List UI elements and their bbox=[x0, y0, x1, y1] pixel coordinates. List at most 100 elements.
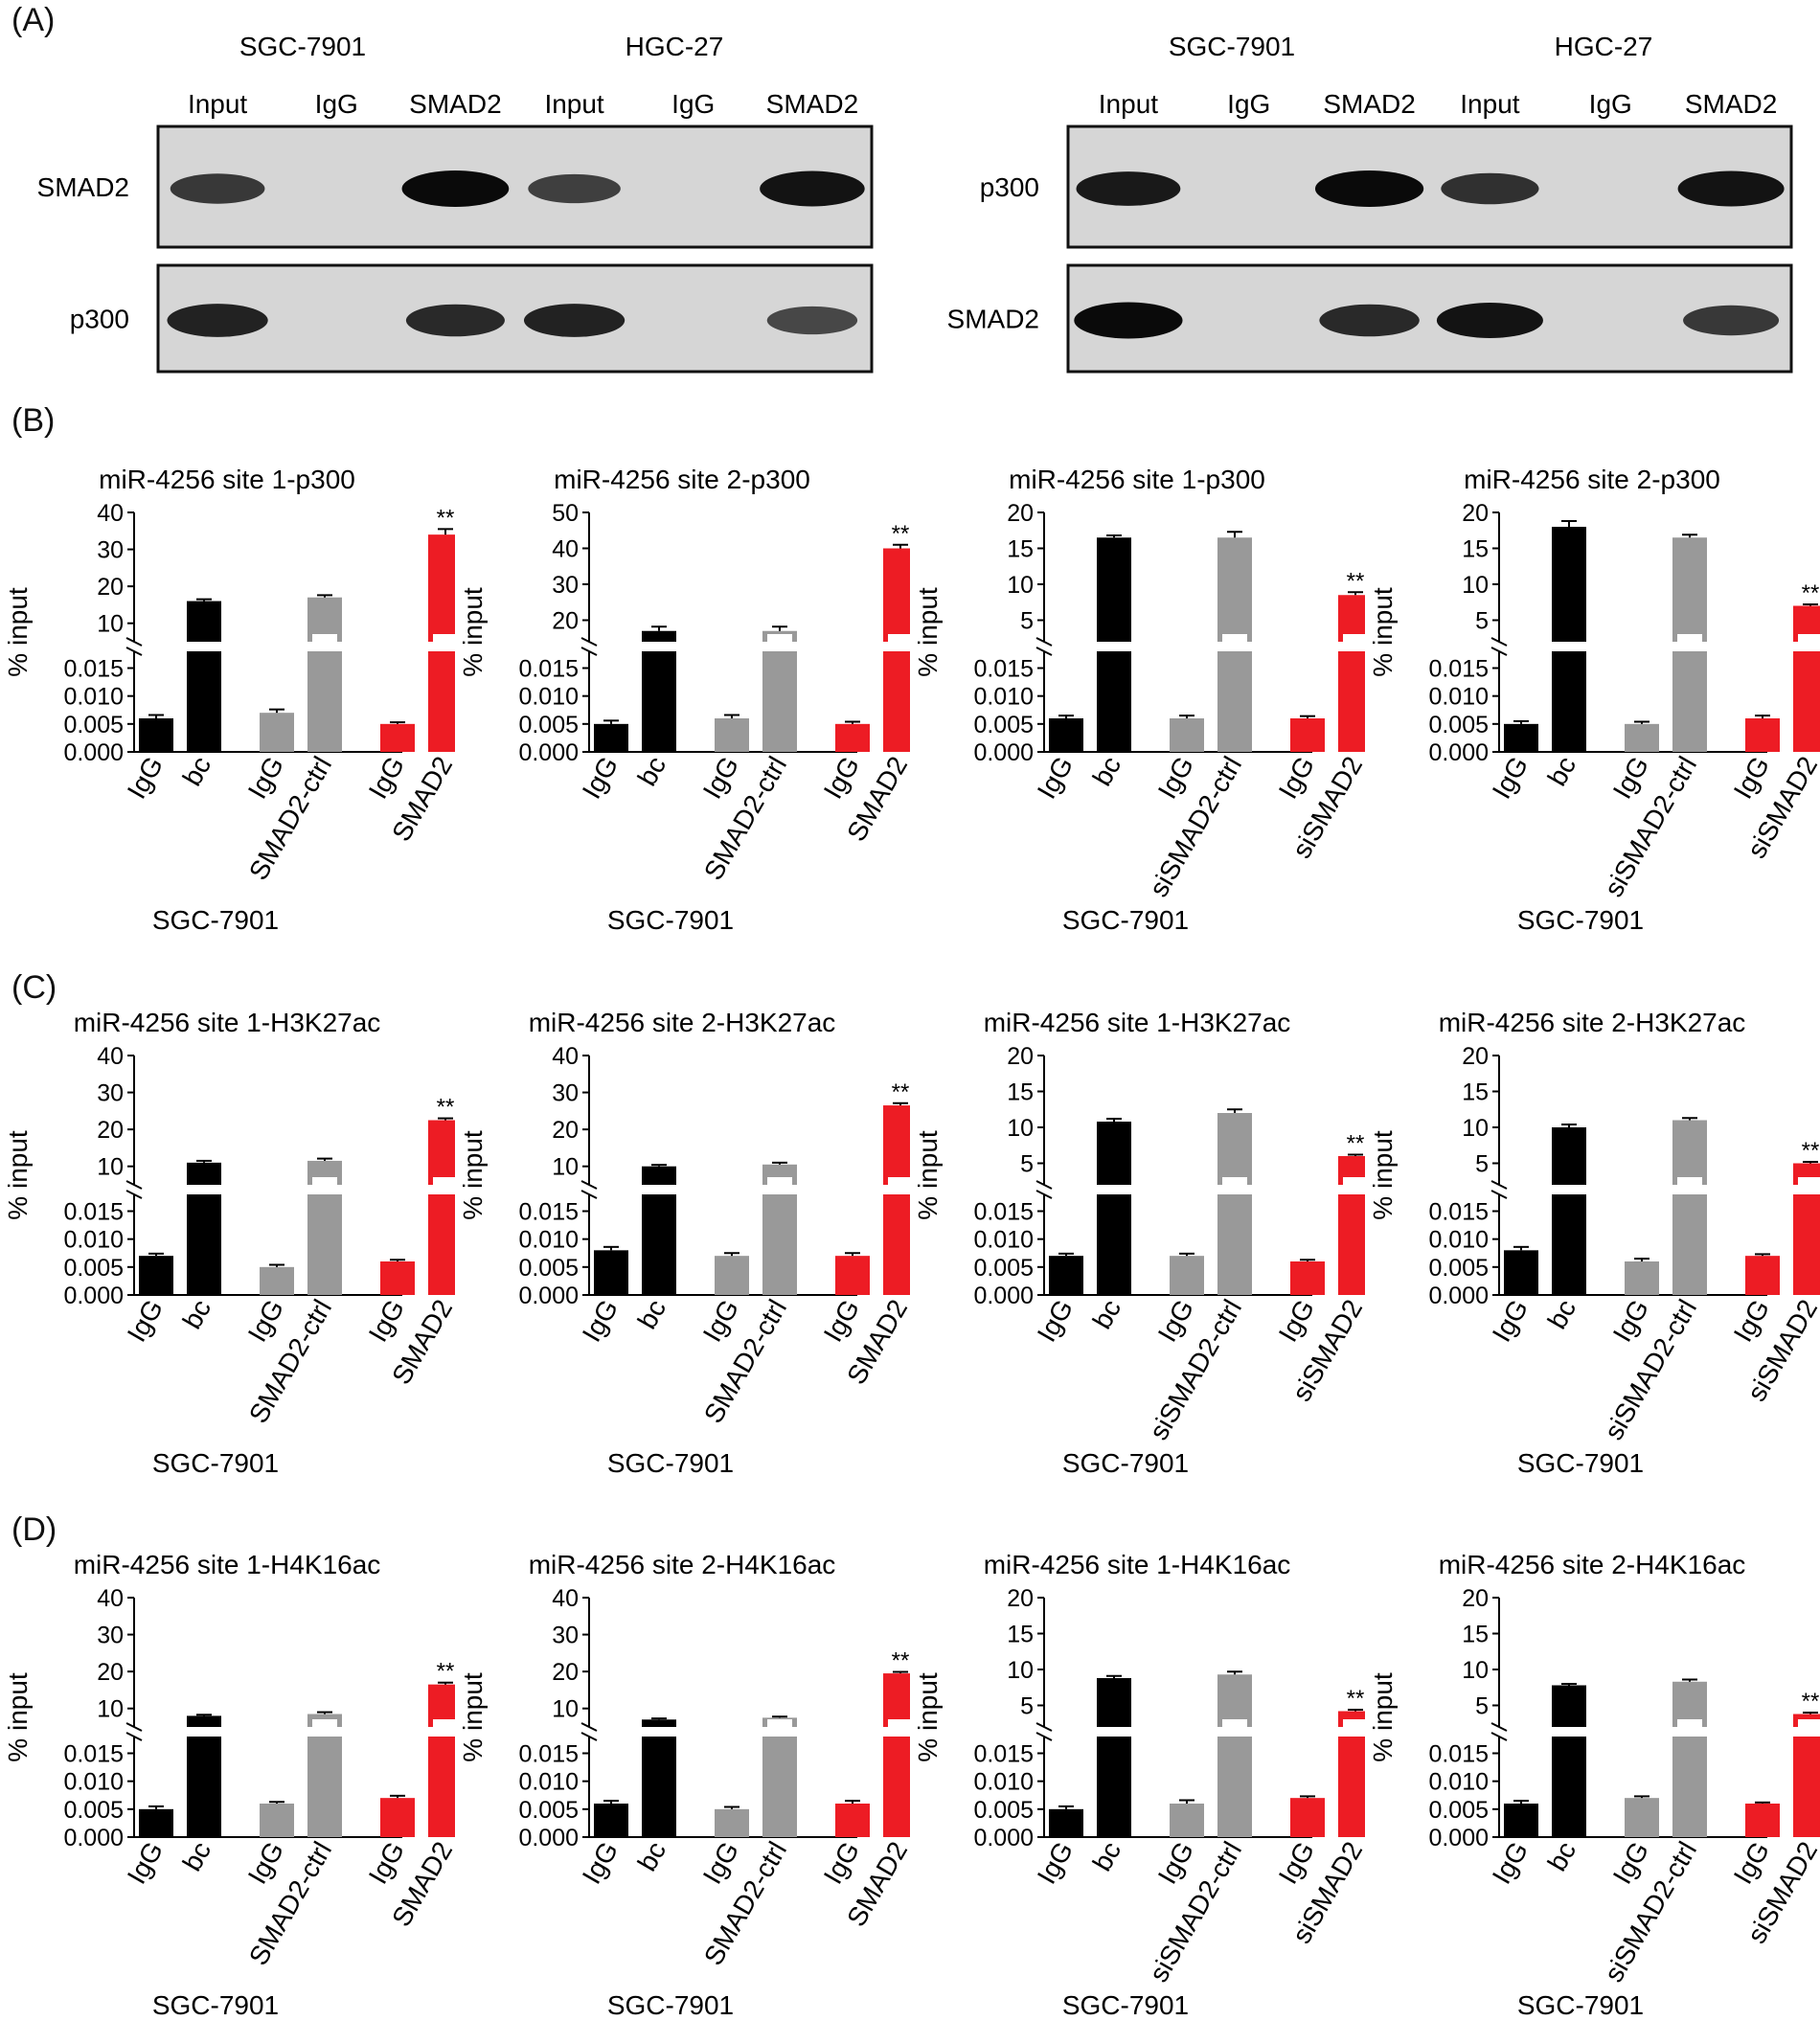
bar-break-gap-3 bbox=[767, 1719, 792, 1735]
bar-lower-segment-5 bbox=[428, 1194, 455, 1295]
x-tick-label-1: bc bbox=[1087, 1295, 1127, 1334]
y-tick-label-lower: 0.015 bbox=[63, 656, 124, 683]
y-tick-label-lower: 0.000 bbox=[973, 739, 1034, 766]
y-tick-label-lower: 0.000 bbox=[63, 1283, 124, 1309]
y-axis-label: % input bbox=[3, 1672, 33, 1762]
y-axis-label: % input bbox=[913, 1130, 943, 1220]
x-tick-label-2: IgG bbox=[697, 752, 744, 805]
y-tick-label-upper: 15 bbox=[1007, 1079, 1034, 1106]
y-tick-label-lower: 0.010 bbox=[973, 1769, 1034, 1796]
x-tick-label-0: IgG bbox=[1487, 1837, 1534, 1890]
x-tick-label-0: IgG bbox=[1032, 1295, 1079, 1348]
y-tick-label-lower: 0.000 bbox=[518, 1825, 579, 1851]
bar-break-gap-5 bbox=[888, 1719, 910, 1735]
chart-c1: miR-4256 site 1-H3K27ac % input 0.0000.005… bbox=[3, 1008, 455, 1478]
y-tick-label-lower: 0.005 bbox=[1428, 712, 1489, 738]
bar-upper-segment-3 bbox=[1217, 1674, 1252, 1727]
y-tick-label-lower: 0.015 bbox=[518, 1199, 579, 1226]
bar-lower-segment-3 bbox=[1217, 651, 1252, 752]
y-tick-label-upper: 20 bbox=[1462, 1043, 1489, 1070]
bar-upper-segment-5 bbox=[883, 548, 910, 642]
axis-break-mark-lower bbox=[1490, 1732, 1508, 1741]
blot-band-right-1-5 bbox=[1683, 305, 1780, 336]
x-tick-label-3: siSMAD2-ctrl bbox=[1599, 1837, 1703, 1987]
lane-label-left-3: Input bbox=[544, 89, 603, 119]
y-tick-label-lower: 0.015 bbox=[63, 1741, 124, 1768]
panel-label-b: (B) bbox=[11, 402, 56, 439]
axis-break-mark-lower bbox=[580, 647, 598, 656]
chart-title: miR-4256 site 1-H4K16ac bbox=[984, 1550, 1291, 1579]
blot-protein-label-left-1: p300 bbox=[70, 305, 129, 334]
x-tick-label-1: bc bbox=[1542, 752, 1582, 791]
bar-break-gap-5 bbox=[433, 634, 455, 649]
axis-break-mark-lower bbox=[580, 1732, 598, 1741]
bar-break-gap-3 bbox=[312, 634, 337, 649]
x-tick-label-2: IgG bbox=[1607, 752, 1654, 805]
bar-upper-segment-3 bbox=[1217, 1113, 1252, 1185]
bar-lower-segment-1 bbox=[642, 1737, 676, 1837]
y-tick-label-lower: 0.010 bbox=[1428, 1227, 1489, 1254]
bar-upper-segment-3 bbox=[1217, 537, 1252, 642]
chart-d1: miR-4256 site 1-H4K16ac % input 0.0000.005… bbox=[3, 1550, 455, 2020]
axis-break-mark-upper bbox=[1490, 1722, 1508, 1732]
y-tick-label-upper: 40 bbox=[97, 500, 124, 527]
x-tick-label-4: IgG bbox=[818, 752, 865, 805]
y-tick-label-lower: 0.010 bbox=[1428, 1769, 1489, 1796]
y-tick-label-upper: 30 bbox=[97, 1080, 124, 1107]
bar-break-gap-3 bbox=[312, 1177, 337, 1192]
x-tick-label-1: bc bbox=[1542, 1837, 1582, 1876]
chart-title: miR-4256 site 2-p300 bbox=[1464, 465, 1720, 494]
x-tick-label-3: siSMAD2-ctrl bbox=[1599, 752, 1703, 902]
y-tick-label-lower: 0.010 bbox=[63, 1227, 124, 1254]
chart-c2: miR-4256 site 2-H3K27ac % input 0.0000.005… bbox=[458, 1008, 910, 1478]
bar-upper-segment-1 bbox=[1097, 1678, 1131, 1727]
lane-label-right-4: IgG bbox=[1589, 89, 1632, 119]
bar-lower-segment-1 bbox=[1552, 651, 1586, 752]
bar-4 bbox=[1290, 1798, 1325, 1837]
axis-break-mark-upper bbox=[125, 1722, 143, 1732]
y-tick-label-upper: 10 bbox=[552, 1696, 579, 1723]
x-tick-label-2: IgG bbox=[242, 1837, 289, 1890]
bar-upper-segment-1 bbox=[1552, 1685, 1586, 1727]
y-tick-label-upper: 20 bbox=[1007, 1585, 1034, 1612]
bar-4 bbox=[835, 1256, 870, 1295]
y-tick-label-lower: 0.015 bbox=[63, 1199, 124, 1226]
significance-marker-5: ** bbox=[437, 505, 455, 531]
blot-protein-label-right-0: p300 bbox=[980, 172, 1039, 202]
bar-2 bbox=[715, 1256, 749, 1295]
bar-upper-segment-5 bbox=[428, 1120, 455, 1185]
y-tick-label-upper: 15 bbox=[1007, 536, 1034, 563]
x-tick-label-1: bc bbox=[177, 1295, 217, 1334]
chart-d3: miR-4256 site 1-H4K16ac % input 0.0000.005… bbox=[913, 1550, 1365, 2020]
x-tick-label-2: IgG bbox=[242, 752, 289, 805]
y-tick-label-upper: 20 bbox=[1462, 1585, 1489, 1612]
axis-break-mark-lower bbox=[125, 1732, 143, 1741]
blot-right: Input IgG SMAD2 Input IgG SMAD2 p300 SMAD2 bbox=[947, 89, 1793, 374]
y-tick-label-lower: 0.000 bbox=[973, 1283, 1034, 1309]
y-tick-label-lower: 0.015 bbox=[518, 1741, 579, 1768]
y-tick-label-upper: 5 bbox=[1020, 1693, 1034, 1720]
lane-label-left-0: Input bbox=[188, 89, 247, 119]
bar-lower-segment-5 bbox=[1338, 1737, 1365, 1837]
y-tick-label-upper: 30 bbox=[97, 1623, 124, 1649]
bar-break-gap-3 bbox=[1222, 1719, 1247, 1735]
x-tick-label-2: IgG bbox=[1152, 752, 1199, 805]
x-tick-label-2: IgG bbox=[697, 1837, 744, 1890]
axis-break-mark-upper bbox=[1035, 637, 1053, 647]
blot-band-left-0-3 bbox=[528, 173, 621, 204]
bar-lower-segment-1 bbox=[1552, 1194, 1586, 1295]
bar-break-gap-3 bbox=[312, 1719, 337, 1735]
bar-break-gap-3 bbox=[767, 634, 792, 649]
bar-lower-segment-1 bbox=[1097, 651, 1131, 752]
y-tick-label-lower: 0.005 bbox=[63, 1797, 124, 1824]
axis-break-mark-upper bbox=[580, 637, 598, 647]
x-tick-label-4: IgG bbox=[818, 1837, 865, 1890]
bar-lower-segment-1 bbox=[187, 1194, 221, 1295]
blot-left: Input IgG SMAD2 Input IgG SMAD2 SMAD2 p300 bbox=[37, 89, 874, 374]
bar-upper-segment-5 bbox=[883, 1105, 910, 1185]
chart-d4: miR-4256 site 2-H4K16ac % input 0.0000.005… bbox=[1368, 1550, 1820, 2020]
y-tick-label-upper: 20 bbox=[97, 1117, 124, 1144]
y-tick-label-lower: 0.010 bbox=[1428, 684, 1489, 711]
y-tick-label-upper: 15 bbox=[1007, 1622, 1034, 1648]
y-tick-label-lower: 0.000 bbox=[973, 1825, 1034, 1851]
